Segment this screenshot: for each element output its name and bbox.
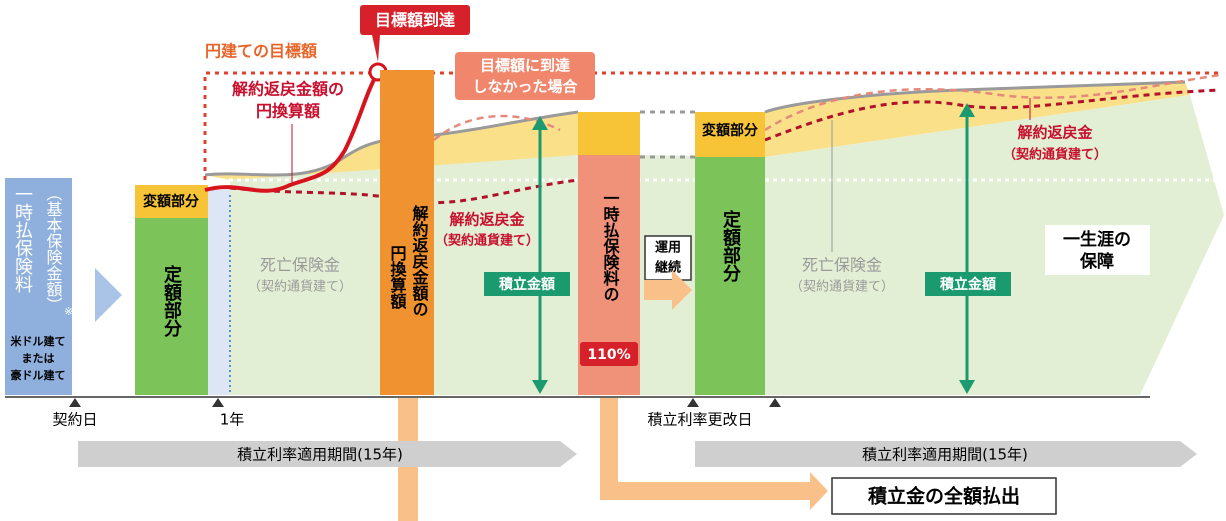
yen-conversion: 解約返戻金額の — [232, 80, 344, 99]
fixed-label: 定額部分 — [161, 264, 183, 338]
ratio-badge — [580, 342, 638, 366]
yen-bar-label: 解約返戻金額の — [410, 204, 430, 317]
variable-label: 変額部分 — [143, 193, 199, 210]
variable-box — [135, 185, 208, 218]
target-dotted — [203, 71, 1220, 180]
goal-text: 目標額到達 — [375, 11, 455, 30]
ratio-badge-text: 110% — [587, 347, 630, 363]
period: 積立利率適用期間(15年) — [862, 446, 1028, 464]
death-benefit: 死亡保険金 — [802, 256, 882, 275]
surrender: （契約通貨建て） — [435, 233, 539, 249]
premium-box — [5, 178, 72, 395]
surrender: （契約通貨建て） — [1003, 147, 1107, 163]
premium-ratio: 一時払保険料の — [601, 190, 621, 302]
payout-box — [831, 477, 1057, 515]
premium-sub: （基本保険金額） — [44, 185, 63, 313]
not-reached-box — [455, 52, 595, 100]
goal-badge — [360, 5, 470, 35]
lifetime-box — [1045, 225, 1150, 275]
death-benefit: 死亡保険金 — [260, 256, 340, 275]
fixed-box — [695, 157, 765, 395]
continue: 運用 — [655, 241, 681, 256]
accumulation-box — [484, 272, 570, 296]
arrow — [95, 268, 122, 322]
yen-dashed — [433, 73, 1221, 141]
accumulation-label: 積立金額 — [498, 276, 555, 293]
lifetime: 一生涯の — [1063, 229, 1131, 250]
fixed-label: 定額部分 — [720, 209, 742, 283]
yellow-band — [205, 82, 1190, 180]
accumulation-label: 積立金額 — [939, 276, 996, 293]
fixed-box — [135, 218, 208, 395]
period-arrow — [695, 441, 1197, 467]
surrender: 解約返戻金 — [449, 211, 525, 229]
period-arrow — [78, 441, 577, 467]
timeline-label: 積立利率更改日 — [647, 411, 752, 429]
not-reached: しなかった場合 — [472, 78, 578, 96]
period: 積立利率適用期間(15年) — [237, 446, 403, 464]
death-benefit: （契約通貨建て） — [790, 279, 894, 295]
currency: 豪ドル建て — [11, 368, 66, 382]
not-reached: 目標額に到達 — [480, 57, 570, 75]
timeline-label: 1年 — [220, 411, 245, 429]
lifetime: 保障 — [1079, 251, 1114, 272]
gray-line — [204, 80, 1186, 177]
currency: 米ドル建て — [10, 334, 66, 348]
premium-note: ※ — [64, 305, 73, 318]
payout: 積立金の全額払出 — [868, 485, 1020, 508]
yen-bar — [380, 70, 434, 395]
payout-arrow — [600, 398, 828, 510]
yen-conversion: 円換算額 — [256, 102, 320, 121]
premium-title: 一時払保険料 — [12, 185, 33, 293]
goal-pointer — [372, 35, 380, 62]
timeline-label: 契約日 — [52, 411, 97, 429]
continue-arrow — [644, 270, 692, 310]
pink-top — [578, 112, 640, 155]
death-benefit: （契約通貨建て） — [248, 279, 352, 295]
accumulation-box — [925, 272, 1011, 296]
yen-bar-label: 円換算額 — [388, 245, 408, 310]
variable-label: 変額部分 — [702, 122, 758, 139]
yen-curve — [204, 71, 380, 193]
yen-target: 円建ての目標額 — [205, 42, 317, 61]
tick — [69, 398, 781, 407]
year-strip — [208, 190, 230, 395]
continue: 継続 — [655, 260, 681, 276]
surrender: 解約返戻金 — [1017, 124, 1093, 142]
currency: または — [22, 352, 55, 365]
variable-box — [695, 112, 765, 157]
